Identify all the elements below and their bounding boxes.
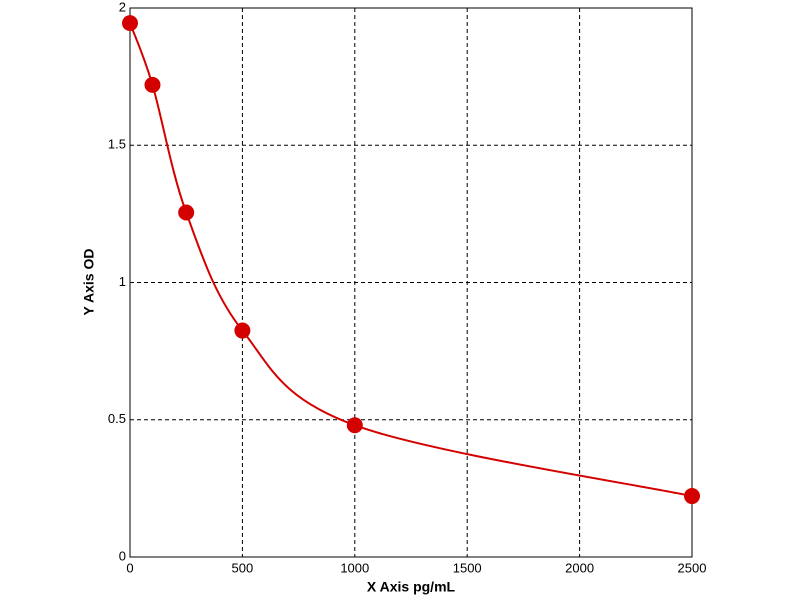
- y-tick-label: 0: [119, 548, 126, 563]
- y-tick-label: 0.5: [108, 411, 126, 426]
- x-tick-label: 2500: [678, 560, 707, 575]
- point: [234, 322, 251, 339]
- y-axis-label: Y Axis OD: [81, 249, 97, 316]
- x-tick-label: 2000: [565, 560, 594, 575]
- x-tick-label: 1500: [453, 560, 482, 575]
- x-tick-label: 500: [232, 560, 254, 575]
- point: [346, 417, 363, 434]
- x-axis-label: X Axis pg/mL: [367, 579, 456, 595]
- point: [122, 15, 138, 32]
- x-tick-label: 0: [126, 560, 133, 575]
- y-tick-label: 2: [119, 0, 126, 14]
- x-tick-label: 1000: [340, 560, 369, 575]
- point: [144, 76, 161, 93]
- point: [178, 204, 195, 221]
- plot-frame: [129, 7, 693, 558]
- point: [684, 488, 700, 505]
- y-tick-label: 1.5: [108, 137, 126, 152]
- y-tick-label: 1: [119, 274, 126, 289]
